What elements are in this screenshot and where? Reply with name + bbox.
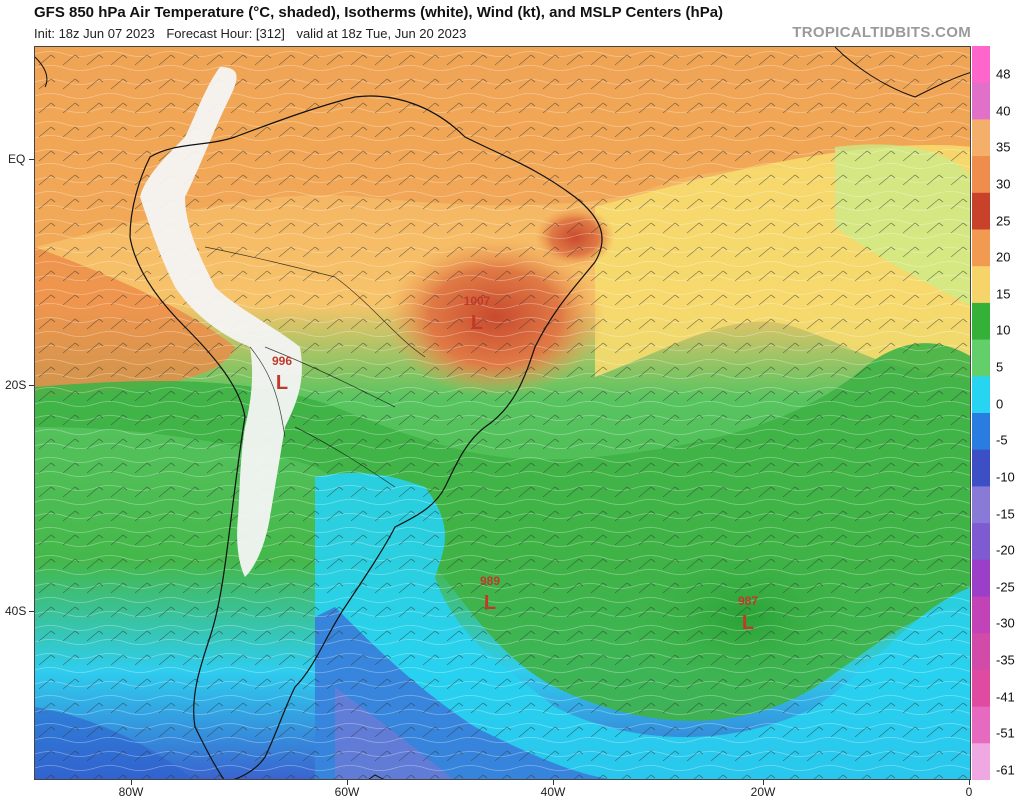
colorbar-label: -35 [996, 652, 1015, 668]
colorbar-label: 5 [996, 359, 1004, 375]
lon-tick [131, 780, 132, 785]
lon-tick [763, 780, 764, 785]
lat-label-20s: 20S [5, 378, 27, 392]
colorbar [972, 46, 990, 780]
colorbar-label: 25 [996, 213, 1011, 229]
low-pressure-value: 1007 [464, 294, 491, 308]
colorbar-segment [972, 156, 990, 194]
lon-label-20w: 20W [750, 785, 776, 799]
colorbar-label: -20 [996, 542, 1015, 558]
colorbar-segment [972, 523, 990, 561]
init-time: Init: 18z Jun 07 2023 [34, 26, 155, 41]
lat-label-eq: EQ [8, 152, 26, 166]
low-symbol: L [276, 372, 288, 394]
colorbar-label: 35 [996, 139, 1011, 155]
low-symbol: L [742, 612, 754, 634]
africa-outline [834, 47, 970, 98]
colorbar-label: -5 [996, 432, 1008, 448]
colorbar-label: -51 [996, 725, 1015, 741]
colorbar-segment [972, 706, 990, 744]
lat-tick [29, 385, 34, 386]
colorbar-label: 48 [996, 66, 1011, 82]
low-pressure-value: 987 [738, 594, 758, 608]
colorbar-segment [972, 266, 990, 304]
colorbar-label: 40 [996, 103, 1011, 119]
colorbar-label: 15 [996, 286, 1011, 302]
andes-terrain [140, 67, 302, 577]
colorbar-label: 30 [996, 176, 1011, 192]
colorbar-segment [972, 376, 990, 414]
colorbar-label: 10 [996, 322, 1011, 338]
low-center-989: 989 L [480, 574, 500, 614]
colorbar-segment [972, 559, 990, 597]
low-symbol: L [471, 312, 483, 334]
lon-label-0: 0 [965, 785, 973, 799]
colorbar-label: -61 [996, 762, 1015, 778]
lat-tick [29, 611, 34, 612]
lon-tick [553, 780, 554, 785]
colorbar-segment [972, 413, 990, 451]
colorbar-segment [972, 119, 990, 157]
low-center-1007: 1007 L [464, 294, 491, 334]
country-borders [204, 246, 426, 488]
watermark: TROPICALTIDBITS.COM [792, 24, 971, 41]
colorbar-segment [972, 229, 990, 267]
colorbar-label: -10 [996, 469, 1015, 485]
south-america-outline [129, 95, 603, 779]
colorbar-segment [972, 596, 990, 634]
map-panel: 1007 L 996 L 989 L 987 L [34, 46, 971, 780]
lon-tick [969, 780, 970, 785]
colorbar-segment [972, 449, 990, 487]
colorbar-label: -25 [996, 579, 1015, 595]
colorbar-segment [972, 339, 990, 377]
valid-time: valid at 18z Tue, Jun 20 2023 [296, 26, 467, 41]
low-center-996: 996 L [272, 354, 292, 394]
colorbar-segment [972, 192, 990, 230]
temperature-map: 1007 L 996 L 989 L 987 L [35, 47, 970, 779]
map-subtitle: Init: 18z Jun 07 2023 Forecast Hour: [31… [34, 26, 474, 41]
low-center-987: 987 L [738, 594, 758, 634]
lat-label-40s: 40S [5, 604, 27, 618]
lon-tick [347, 780, 348, 785]
lon-label-80w: 80W [118, 785, 144, 799]
colorbar-label: 0 [996, 396, 1004, 412]
lon-label-40w: 40W [540, 785, 566, 799]
colorbar-segment [972, 743, 990, 780]
lon-label-60w: 60W [334, 785, 360, 799]
colorbar-segment [972, 82, 990, 120]
colorbar-segment [972, 633, 990, 671]
colorbar-segment [972, 669, 990, 708]
falklands-outline [368, 774, 385, 779]
forecast-hour: Forecast Hour: [312] [166, 26, 285, 41]
low-symbol: L [484, 592, 496, 614]
colorbar-label: 20 [996, 249, 1011, 265]
colorbar-label: -15 [996, 506, 1015, 522]
colorbar-label: -41 [996, 689, 1015, 705]
low-pressure-value: 989 [480, 574, 500, 588]
map-title: GFS 850 hPa Air Temperature (°C, shaded)… [34, 4, 724, 21]
colorbar-segment [972, 486, 990, 524]
low-pressure-value: 996 [272, 354, 292, 368]
colorbar-segment [972, 46, 990, 84]
lat-tick [29, 159, 34, 160]
central-america-outline [35, 56, 48, 88]
colorbar-segment [972, 302, 990, 341]
colorbar-label: -30 [996, 615, 1015, 631]
